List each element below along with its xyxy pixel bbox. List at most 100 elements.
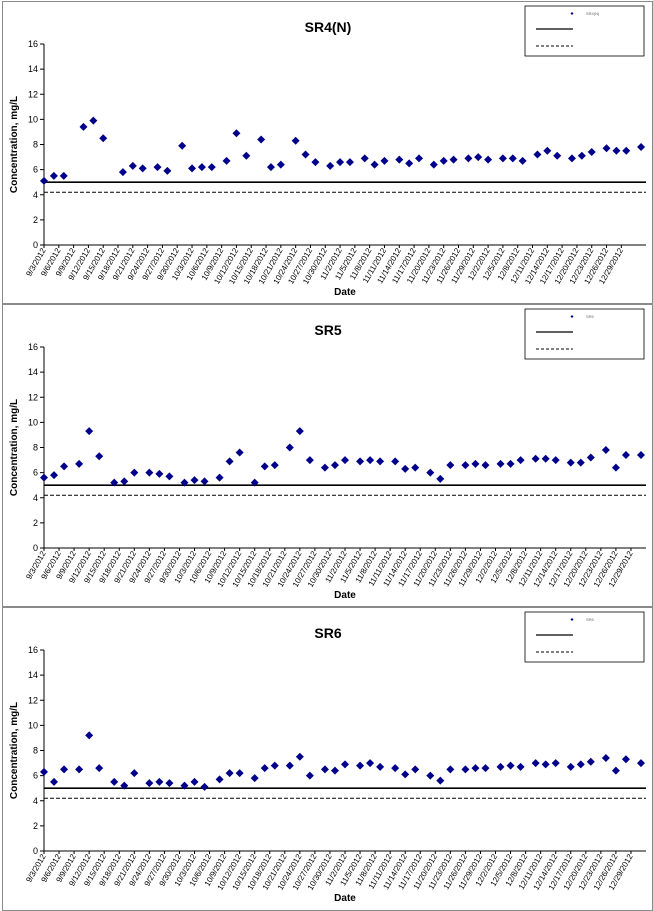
data-point [446, 765, 455, 774]
x-axis-label: Date [334, 590, 356, 601]
data-point [225, 457, 234, 466]
data-point [611, 463, 620, 472]
y-tick-label: 2 [33, 518, 38, 528]
data-point [89, 116, 98, 125]
data-point [190, 777, 199, 786]
data-point [637, 143, 646, 152]
y-tick-label: 10 [28, 720, 38, 730]
data-point [155, 777, 164, 786]
data-point [612, 146, 621, 155]
data-point [341, 456, 349, 465]
data-point [356, 457, 365, 466]
data-point [270, 461, 279, 470]
data-point [481, 461, 490, 470]
data-point [260, 764, 269, 773]
data-point [79, 122, 88, 131]
data-point [380, 156, 389, 165]
data-point [85, 731, 94, 740]
data-point [464, 154, 473, 163]
data-point [621, 451, 630, 460]
data-point [330, 766, 339, 775]
data-point [496, 762, 505, 771]
y-tick-label: 4 [33, 190, 38, 200]
data-point [178, 141, 187, 150]
data-point [190, 476, 199, 485]
data-point [461, 765, 470, 774]
y-tick-label: 12 [28, 89, 38, 99]
data-point [120, 781, 129, 790]
data-point [401, 770, 410, 779]
chart-panel-sr5: SR5 0 2 4 6 8 10 12 14 16 9/3/2012 9/6/2012 9/9/2012… [2, 304, 653, 607]
data-point [257, 135, 266, 144]
data-point [180, 478, 189, 487]
data-point [622, 146, 631, 155]
data-point [436, 474, 445, 483]
data-point [128, 161, 137, 170]
legend-label: SR6 [586, 617, 595, 622]
data-point [301, 150, 310, 159]
data-point [295, 752, 304, 761]
data-point [636, 451, 645, 460]
data-point [153, 163, 162, 172]
y-tick-label: 8 [33, 443, 38, 453]
data-point [553, 151, 562, 160]
data-point [366, 456, 375, 465]
legend-marker [570, 315, 574, 318]
data-point [235, 448, 244, 457]
data-point [59, 171, 68, 180]
data-point [49, 171, 58, 180]
data-point [165, 779, 174, 788]
data-point [270, 761, 279, 770]
data-point [551, 759, 560, 768]
data-point [130, 769, 139, 778]
data-point [636, 759, 645, 768]
y-tick-label: 8 [33, 140, 38, 150]
data-point [601, 446, 610, 455]
data-point [95, 764, 104, 773]
data-point [461, 461, 470, 470]
data-point [200, 477, 209, 486]
data-point [439, 156, 448, 165]
data-point [130, 468, 139, 477]
data-point [587, 148, 596, 157]
data-point [602, 144, 611, 153]
data-point [376, 457, 385, 466]
y-tick-label: 0 [33, 543, 38, 553]
data-point [356, 761, 365, 770]
data-point [242, 151, 251, 160]
y-tick-label: 14 [28, 670, 38, 680]
legend-marker [570, 12, 574, 15]
data-point [250, 774, 259, 783]
data-point [341, 760, 349, 769]
x-axis-label: Date [334, 287, 356, 298]
data-point [496, 459, 505, 468]
data-point [376, 762, 385, 771]
data-point [266, 163, 275, 172]
y-tick-label: 0 [33, 846, 38, 856]
data-point [50, 471, 59, 480]
data-point [291, 136, 300, 145]
data-point [285, 443, 294, 452]
y-tick-label: 12 [28, 392, 38, 402]
data-point [207, 163, 216, 172]
data-point [222, 156, 231, 165]
data-point [506, 459, 515, 468]
data-point [426, 468, 435, 477]
y-tick-label: 4 [33, 796, 38, 806]
data-point [360, 154, 369, 163]
y-tick-label: 12 [28, 695, 38, 705]
data-point [305, 456, 314, 465]
data-point [188, 164, 197, 173]
chart-sr4n: SR4(N)02468101214169/3/20129/6/20129/9/2… [9, 5, 646, 298]
data-point [110, 777, 119, 786]
data-point [449, 155, 458, 164]
data-point [326, 161, 335, 170]
y-tick-label: 2 [33, 215, 38, 225]
y-axis-label: Concentration, mg/L [9, 399, 20, 496]
data-point [481, 764, 490, 773]
data-point [95, 452, 104, 461]
data-point [391, 457, 400, 466]
data-point [85, 427, 94, 436]
data-point [60, 765, 69, 774]
legend: SR4(N) [524, 5, 645, 57]
